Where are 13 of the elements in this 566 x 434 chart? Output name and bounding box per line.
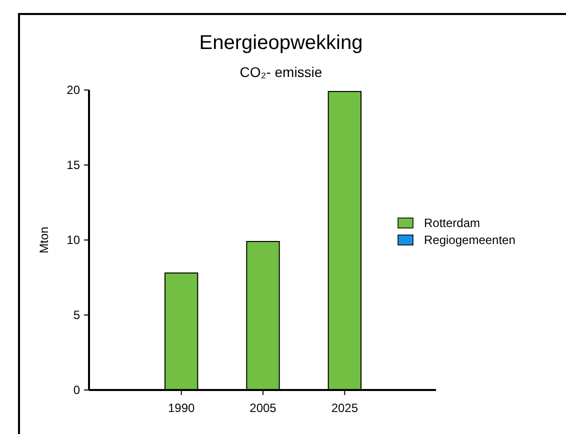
y-tick-label: 0: [73, 383, 80, 398]
legend-label: Rotterdam: [424, 216, 480, 230]
y-tick-label: 15: [66, 158, 80, 172]
chart-subtitle: CO₂- emissie: [240, 64, 322, 80]
y-tick-label: 10: [66, 233, 80, 248]
y-tick-label: 20: [66, 83, 80, 98]
y-axis-title: Mton: [37, 226, 51, 254]
legend-label: Regiogemeenten: [424, 233, 516, 248]
x-tick-label: 1990: [168, 401, 196, 415]
x-tick-label: 2025: [331, 401, 358, 415]
x-tick-label: 2005: [250, 401, 277, 415]
chart-title: Energieopwekking: [199, 32, 363, 54]
y-tick-label: 5: [73, 308, 80, 322]
